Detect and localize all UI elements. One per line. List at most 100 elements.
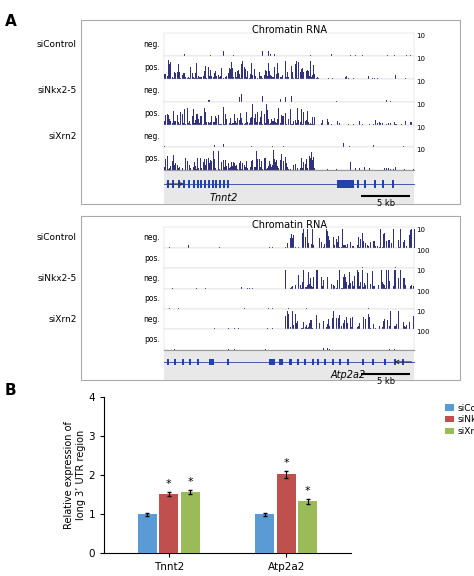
Bar (394, 270, 395, 289)
Bar (209, 77, 210, 79)
Bar (204, 180, 206, 188)
Bar (320, 245, 321, 248)
Bar (288, 119, 289, 124)
Bar (308, 272, 309, 289)
Bar (287, 310, 288, 329)
Bar (409, 234, 410, 248)
Bar (184, 54, 185, 56)
Bar (307, 111, 308, 124)
Bar (390, 123, 391, 124)
Bar (285, 270, 286, 289)
Bar (276, 74, 277, 79)
Bar (166, 359, 169, 365)
Bar (285, 113, 286, 124)
Bar (267, 168, 268, 170)
Bar (237, 73, 238, 79)
Bar (374, 180, 376, 188)
Bar (164, 79, 414, 102)
Bar (285, 157, 286, 170)
Bar (181, 112, 182, 124)
Bar (373, 145, 374, 147)
Bar (174, 121, 175, 124)
Bar (181, 492, 200, 553)
Bar (173, 154, 174, 170)
Bar (364, 167, 365, 170)
Bar (204, 71, 205, 79)
Text: neg.: neg. (144, 314, 160, 324)
Bar (334, 286, 335, 289)
Bar (169, 119, 170, 124)
Bar (346, 247, 347, 248)
Bar (306, 308, 307, 309)
Bar (388, 168, 389, 170)
Bar (229, 68, 230, 79)
Bar (264, 158, 265, 170)
Bar (164, 170, 414, 204)
Bar (250, 74, 251, 79)
Bar (246, 77, 247, 79)
Bar (245, 69, 246, 79)
Bar (321, 242, 322, 248)
Bar (371, 310, 372, 329)
Bar (234, 328, 235, 329)
Bar (176, 58, 177, 79)
Bar (284, 112, 285, 124)
Bar (368, 314, 369, 329)
Bar (311, 286, 312, 289)
Bar (298, 62, 299, 79)
Bar (348, 285, 349, 289)
Bar (174, 72, 175, 79)
Bar (307, 229, 308, 248)
Bar (262, 78, 263, 79)
Bar (393, 169, 394, 170)
Bar (198, 119, 199, 124)
Bar (196, 63, 197, 79)
Bar (269, 359, 275, 365)
Bar (199, 123, 200, 124)
Bar (318, 78, 319, 79)
Text: neg.: neg. (144, 131, 160, 141)
Bar (179, 168, 180, 170)
Bar (251, 63, 252, 79)
Bar (207, 120, 208, 124)
Bar (311, 244, 312, 248)
Bar (308, 71, 309, 79)
Bar (256, 122, 257, 124)
Bar (337, 280, 338, 289)
Bar (330, 245, 331, 248)
Bar (302, 168, 303, 170)
Bar (227, 78, 228, 79)
Bar (404, 240, 405, 248)
Bar (164, 102, 414, 124)
Bar (168, 60, 169, 79)
Bar (184, 109, 185, 124)
Bar (312, 160, 313, 170)
Bar (337, 180, 339, 188)
Bar (366, 308, 367, 309)
Bar (276, 123, 277, 124)
Bar (398, 278, 399, 289)
Bar (342, 180, 344, 188)
Text: 10: 10 (416, 147, 425, 153)
Bar (331, 285, 332, 289)
Bar (178, 64, 179, 79)
Bar (210, 122, 211, 124)
Bar (246, 161, 247, 170)
Bar (274, 118, 275, 124)
Bar (379, 327, 380, 329)
Bar (266, 70, 267, 79)
Bar (239, 74, 240, 79)
Bar (367, 245, 368, 248)
Bar (366, 146, 367, 147)
Bar (264, 75, 265, 79)
Text: 10: 10 (416, 228, 425, 233)
Bar (196, 169, 197, 170)
Text: pos.: pos. (145, 253, 160, 263)
Bar (181, 78, 182, 79)
Bar (327, 119, 328, 124)
Bar (371, 286, 372, 289)
Bar (249, 78, 250, 79)
Bar (294, 64, 295, 79)
Bar (285, 247, 286, 248)
Bar (346, 359, 349, 365)
